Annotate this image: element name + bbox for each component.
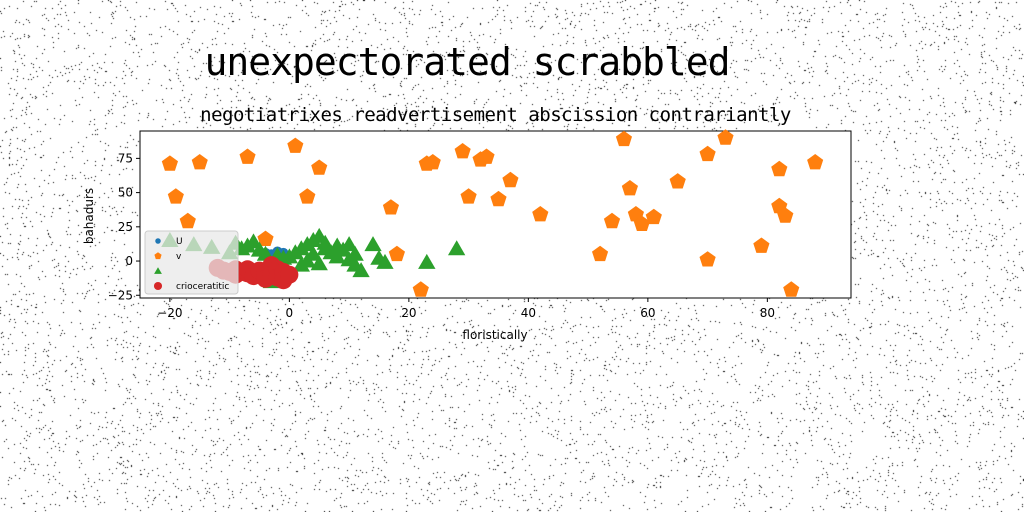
series-2-point xyxy=(310,255,328,271)
series-2-point xyxy=(364,236,382,252)
x-tick-label: −20 xyxy=(157,306,182,320)
series-1-point xyxy=(287,137,304,153)
y-tick-label: 25 xyxy=(118,220,133,234)
plot-area-frame xyxy=(139,130,852,299)
series-1-point xyxy=(412,281,429,297)
legend-label-3: crioceratitic xyxy=(176,282,229,292)
legend-marker-0 xyxy=(155,238,161,244)
series-1-point xyxy=(807,154,824,170)
x-tick-label: 80 xyxy=(760,306,775,320)
y-axis-ticks: −25 0 25 50 75 xyxy=(108,151,140,302)
y-tick-label: 0 xyxy=(125,254,133,268)
series-1-point xyxy=(603,212,621,229)
legend-marker-3 xyxy=(153,281,163,291)
legend: Uv crioceratitic xyxy=(144,230,239,295)
series-1-point xyxy=(239,148,256,164)
series-1-point xyxy=(592,245,609,262)
legend-box xyxy=(144,230,239,295)
y-tick-label: −25 xyxy=(108,288,133,302)
x-tick-label: 0 xyxy=(286,306,294,320)
series-1-point xyxy=(460,188,477,204)
series-1-point xyxy=(645,208,662,225)
series-1-point xyxy=(454,143,471,159)
legend-label-1: v xyxy=(176,252,182,262)
chart-marks xyxy=(161,129,824,297)
legend-marker-1 xyxy=(154,252,162,260)
series-1-point xyxy=(299,188,316,204)
series-1-point xyxy=(699,145,716,162)
series-2-point xyxy=(346,245,364,261)
series-1-point xyxy=(167,188,184,204)
x-tick-label: 20 xyxy=(401,306,416,320)
series-1-point xyxy=(382,199,399,215)
legend-label-0: U xyxy=(176,237,183,247)
series-2-point xyxy=(352,262,370,278)
x-tick-label: 40 xyxy=(521,306,536,320)
series-1-point xyxy=(771,160,788,177)
series-1-point xyxy=(615,130,632,147)
series-1-point xyxy=(478,148,495,164)
series-1-point xyxy=(669,173,686,189)
series-1-point xyxy=(161,155,178,171)
series-1-point xyxy=(179,212,196,229)
series-2-point xyxy=(418,253,436,269)
series-1-point xyxy=(699,251,716,267)
series-3-point xyxy=(280,265,299,284)
y-axis-label: bahadurs xyxy=(82,188,96,244)
series-2-point xyxy=(448,240,466,256)
series-1-point xyxy=(532,206,549,222)
y-tick-label: 50 xyxy=(118,186,133,200)
chart-title: negotiatrixes readvertisement abscission… xyxy=(200,104,791,126)
series-1-point xyxy=(388,245,405,262)
series-1-point xyxy=(777,207,794,223)
series-1-point xyxy=(633,215,650,231)
series-2-point xyxy=(304,245,322,261)
series-1-point xyxy=(717,129,734,145)
legend-marker-2 xyxy=(154,267,162,274)
series-2-point xyxy=(376,253,394,269)
series-1-point xyxy=(191,154,208,170)
series-1-point xyxy=(424,154,441,170)
series-1-point xyxy=(783,281,800,297)
series-1-point xyxy=(311,159,328,175)
series-1-point xyxy=(753,237,770,253)
x-axis-label: floristically xyxy=(462,328,527,342)
y-tick-label: 75 xyxy=(118,151,133,165)
series-1-point xyxy=(490,190,507,207)
figure-suptitle: unexpectorated scrabbled xyxy=(204,40,730,84)
series-1-point xyxy=(502,171,519,188)
series-1-point xyxy=(621,180,638,196)
series-2-point xyxy=(340,236,358,252)
series-1-point xyxy=(257,230,274,246)
x-tick-label: 60 xyxy=(640,306,655,320)
x-axis-ticks: −20 0 20 40 60 80 xyxy=(157,298,775,320)
